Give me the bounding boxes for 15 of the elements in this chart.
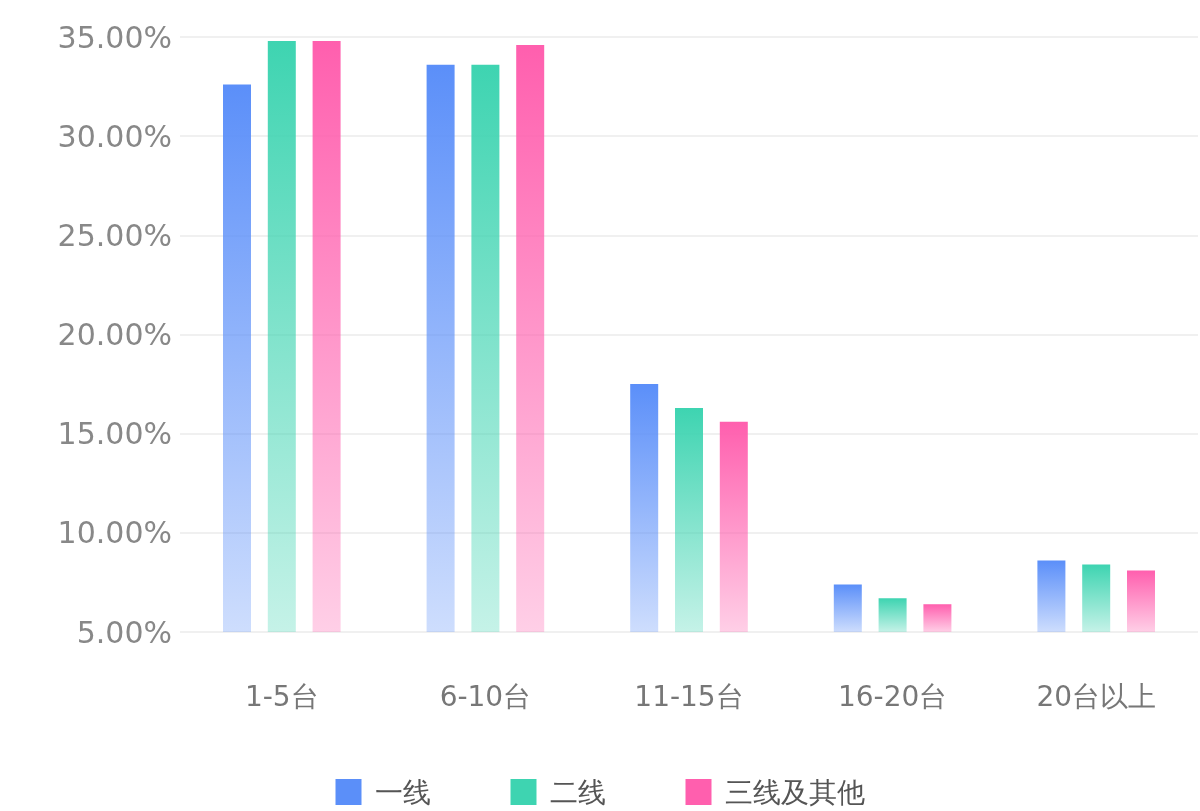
y-tick-label: 15.00%: [57, 416, 172, 452]
legend-label: 二线: [549, 775, 606, 809]
y-tick-label: 35.00%: [57, 19, 172, 55]
x-tick-label: 20台以上: [1036, 679, 1157, 713]
y-tick-label: 25.00%: [57, 217, 172, 253]
y-tick-label: 10.00%: [57, 515, 172, 551]
x-tick-label: 6-10台: [439, 679, 532, 713]
y-tick-label: 20.00%: [57, 317, 172, 352]
legend-label: 三线及其他: [724, 775, 865, 809]
x-tick-label: 16-20台: [837, 679, 948, 713]
y-tick-label: 5.00%: [76, 614, 172, 650]
x-tick-label: 1-5台: [244, 679, 319, 713]
x-tick-label: 11-15台: [634, 679, 744, 713]
y-tick-label: 30.00%: [57, 118, 172, 154]
legend-label: 一线: [374, 775, 431, 809]
